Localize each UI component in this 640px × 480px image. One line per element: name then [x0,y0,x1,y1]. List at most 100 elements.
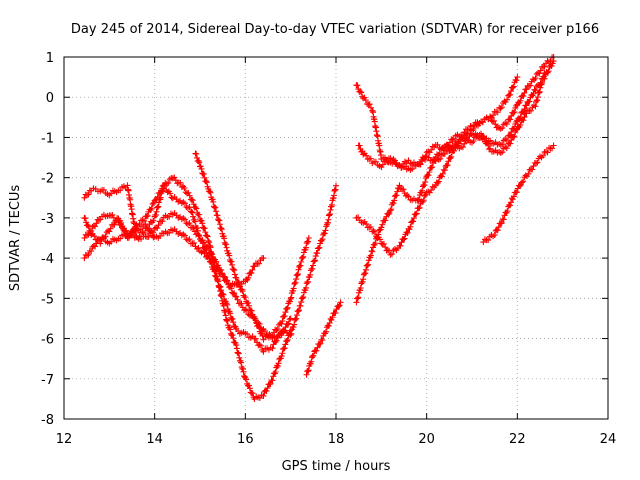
x-tick-label: 22 [509,432,526,447]
data-point [507,202,514,209]
data-point [513,126,520,133]
data-point [166,229,173,236]
data-point [209,196,216,203]
data-point [137,226,144,233]
series-arc-4 [81,221,294,403]
data-point [531,86,538,93]
data-point [231,271,238,278]
data-point [513,102,520,109]
series-arc-5 [192,150,294,342]
data-point [521,105,528,112]
data-point [283,305,290,312]
data-point [328,316,335,323]
data-point [510,109,517,116]
data-point [303,284,310,291]
data-point [226,252,233,259]
data-point [172,177,179,184]
data-point [536,88,543,95]
data-point [85,223,92,230]
data-point [527,107,534,114]
data-point [294,271,301,278]
data-point [532,103,539,110]
data-point [117,187,124,194]
data-point [229,332,236,339]
data-point [257,342,264,349]
data-point [364,262,371,269]
data-point [412,211,419,218]
data-point [507,88,514,95]
data-point [144,212,151,219]
data-point [159,218,166,225]
data-point [317,340,324,347]
data-point [404,229,411,236]
data-point [397,242,404,249]
data-point [518,179,525,186]
data-point [252,335,259,342]
data-point [216,217,223,224]
data-point [305,235,312,241]
data-point [82,215,89,222]
data-point [355,294,362,301]
data-point [155,222,162,229]
data-point [470,138,477,145]
data-point [441,151,448,158]
data-point [353,299,360,306]
data-point [200,171,207,178]
data-point [494,109,501,116]
data-point [187,208,194,215]
data-point [186,236,193,243]
data-point [321,230,328,237]
data-point [230,335,237,342]
data-point [307,271,314,278]
data-point [235,350,242,357]
data-point [269,377,276,384]
data-point [274,363,281,370]
data-point [308,358,315,365]
data-point [88,248,95,255]
data-point [298,258,305,265]
data-point [290,324,297,331]
data-point [190,240,197,247]
data-point [315,245,322,252]
data-point [100,235,107,242]
data-point [283,338,290,345]
data-point [529,76,536,83]
data-point [107,225,114,232]
data-point [326,319,333,326]
data-point [420,197,427,204]
data-point [234,296,241,303]
data-point [487,137,494,144]
data-point [378,224,385,231]
data-point [111,221,118,228]
data-point [224,301,231,308]
data-point [372,240,379,247]
data-point [379,221,386,228]
data-point [157,189,164,196]
data-point [263,388,270,395]
data-point [233,342,240,349]
data-point [290,288,297,295]
data-point [293,312,300,319]
data-point [532,75,539,82]
data-point [147,218,154,225]
data-point [491,117,498,124]
data-point [314,250,321,257]
data-point [357,88,364,95]
grid-lines [64,57,608,419]
data-point [178,184,185,191]
data-point [233,293,240,300]
data-point [213,208,220,215]
data-point [287,327,294,334]
data-point [310,352,317,359]
data-point [372,158,379,165]
data-point [245,274,252,281]
data-point [256,320,263,327]
data-point [202,229,209,236]
data-point [534,159,541,166]
data-point [211,268,218,275]
data-point [511,109,518,116]
data-point [195,231,202,238]
data-point [510,193,517,200]
data-point [396,182,403,189]
data-point [388,251,395,258]
